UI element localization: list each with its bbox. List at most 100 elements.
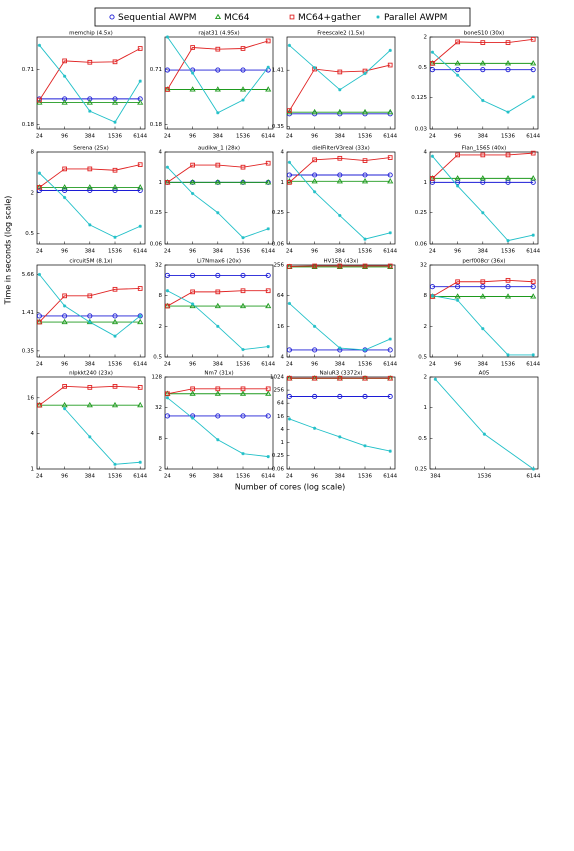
data-point (506, 353, 510, 357)
series-line (432, 38, 534, 64)
data-point (62, 187, 68, 194)
panel-title: Nm7 (31x) (204, 371, 233, 377)
data-point (530, 279, 536, 285)
y-tick-label: 1 (424, 180, 428, 186)
panel-title: circuit5M (8.1x) (69, 259, 112, 265)
y-tick-label: 64 (277, 293, 284, 299)
data-point (63, 195, 67, 200)
data-point (454, 293, 461, 299)
panel-title: rajat31 (4.95x) (198, 31, 239, 37)
panel-title: dielFilterV3real (33x) (312, 146, 370, 152)
data-point (62, 293, 67, 299)
data-point (387, 263, 393, 269)
y-tick-label: 0.25 (415, 210, 428, 216)
data-point (337, 393, 343, 400)
data-point (87, 385, 93, 390)
y-tick-label: 16 (277, 414, 284, 420)
x-tick-label: 96 (189, 249, 196, 255)
x-tick-label: 6144 (383, 249, 397, 255)
data-point (215, 162, 221, 168)
data-point (137, 46, 143, 51)
x-tick-label: 96 (311, 474, 318, 480)
x-tick-label: 24 (286, 474, 293, 480)
data-point (240, 413, 246, 419)
y-axis-label: Time in seconds (log scale) (4, 196, 13, 306)
x-tick-label: 96 (61, 362, 68, 368)
data-point (429, 284, 435, 290)
data-point (241, 347, 245, 352)
data-point (388, 231, 392, 235)
y-tick-label: 0.25 (150, 210, 163, 216)
y-tick-label: 64 (277, 401, 284, 407)
y-tick-label: 0.35 (272, 124, 285, 130)
x-tick-label: 1536 (358, 362, 372, 368)
data-point (363, 444, 367, 448)
x-tick-label: 6144 (133, 362, 147, 368)
data-point (266, 227, 270, 231)
y-tick-label: 32 (420, 263, 427, 269)
data-point (504, 175, 512, 181)
data-point (241, 236, 245, 240)
x-tick-label: 384 (85, 474, 96, 480)
data-point (165, 87, 170, 92)
data-point (165, 180, 170, 185)
data-point (137, 184, 144, 190)
data-point (112, 187, 118, 194)
data-point (112, 59, 118, 65)
x-tick-label: 384 (335, 474, 346, 480)
data-point (454, 60, 461, 66)
series-line (435, 378, 534, 470)
data-point (531, 95, 535, 99)
data-point (61, 99, 68, 105)
plot-frame (36, 264, 146, 358)
x-tick-label: 1536 (236, 249, 250, 255)
data-point (336, 263, 343, 269)
y-tick-label: 0.06 (272, 242, 285, 248)
data-point (88, 320, 92, 324)
data-point (361, 108, 369, 115)
x-tick-label: 384 (85, 249, 96, 255)
data-point (87, 59, 93, 65)
data-point (506, 239, 510, 243)
data-point (112, 313, 118, 319)
data-point (312, 393, 318, 400)
data-point (37, 319, 42, 325)
legend-marker (214, 13, 222, 20)
series-line (39, 274, 141, 337)
data-point (530, 293, 537, 299)
y-tick-label: 0.06 (150, 242, 163, 248)
plot-frame (286, 36, 396, 130)
x-tick-label: 1536 (501, 249, 515, 255)
data-point (37, 272, 42, 277)
data-point (62, 58, 67, 64)
y-tick-label: 1 (159, 180, 163, 186)
data-point (430, 294, 435, 298)
data-point (265, 86, 272, 92)
data-point (363, 237, 367, 241)
y-tick-label: 128 (152, 375, 163, 381)
y-tick-label: 0.71 (22, 67, 34, 73)
data-point (87, 166, 93, 172)
data-point (286, 393, 292, 400)
panel-title: audikw_1 (28x) (198, 146, 240, 152)
data-point (214, 179, 221, 185)
data-point (530, 36, 536, 42)
data-point (481, 98, 485, 103)
data-point (61, 318, 68, 325)
x-tick-label: 384 (335, 249, 346, 255)
data-point (429, 67, 435, 73)
x-tick-label: 384 (430, 474, 441, 480)
data-point (312, 157, 317, 163)
data-point (286, 108, 293, 115)
series-line (167, 397, 269, 458)
x-tick-label: 96 (311, 134, 318, 140)
x-tick-label: 6144 (133, 474, 147, 480)
data-point (387, 62, 393, 68)
x-tick-label: 384 (85, 134, 96, 140)
data-point (480, 40, 486, 45)
data-point (387, 263, 394, 269)
plot-frame (164, 376, 274, 470)
series-line (64, 408, 141, 465)
x-tick-label: 1536 (358, 134, 372, 140)
data-point (165, 165, 170, 169)
